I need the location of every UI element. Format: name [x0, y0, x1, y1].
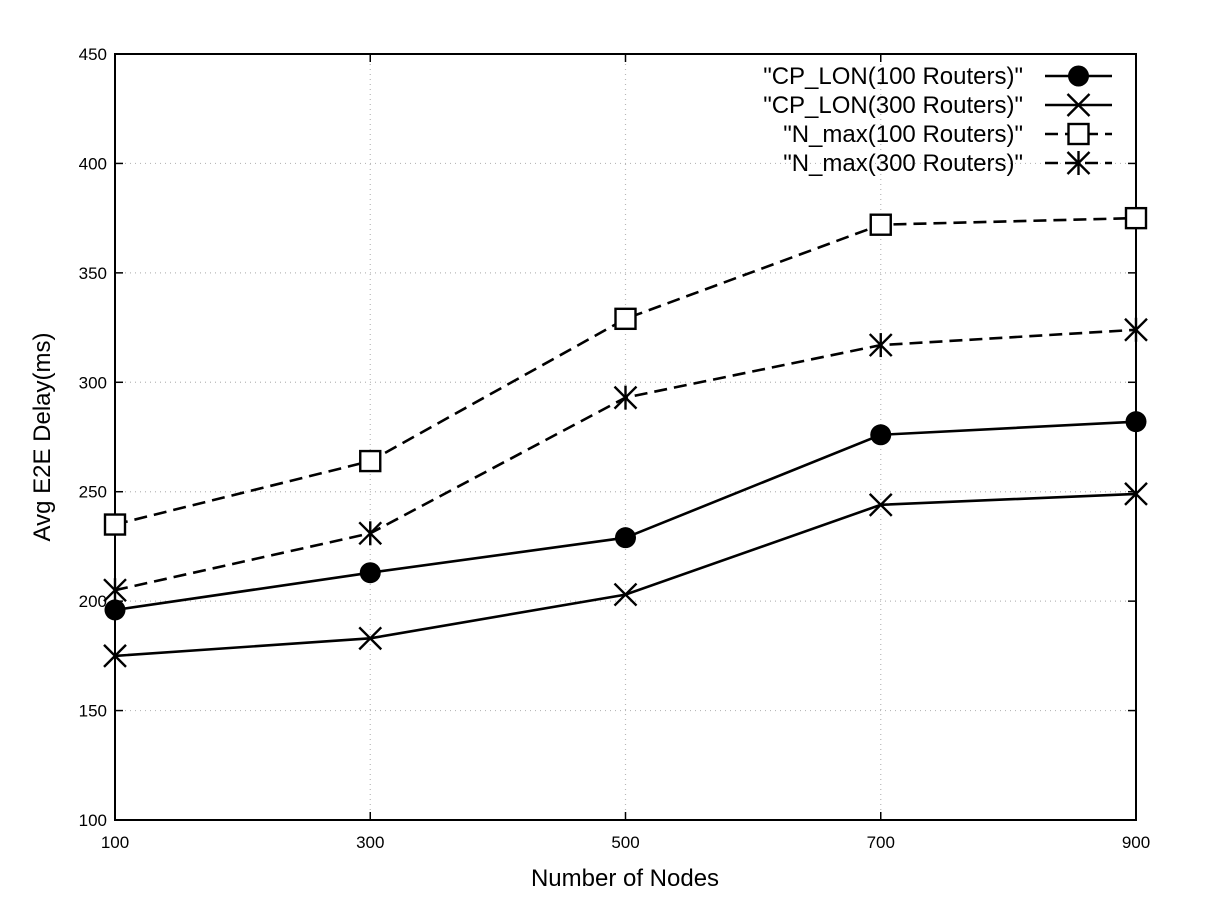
marker-open-square — [614, 307, 637, 331]
marker-filled-circle — [104, 599, 126, 621]
marker-filled-circle — [359, 562, 381, 584]
series-group — [103, 206, 1148, 668]
y-axis-label: Avg E2E Delay(ms) — [29, 333, 56, 542]
marker-asterisk — [358, 521, 383, 546]
grid-lines — [115, 54, 1136, 820]
legend-entry: "CP_LON(300 Routers)" — [763, 92, 1112, 119]
series-2 — [103, 206, 1148, 536]
marker-asterisk — [1066, 151, 1091, 175]
marker-x — [103, 644, 127, 668]
marker-asterisk — [868, 333, 893, 358]
x-tick-label: 900 — [1122, 833, 1150, 852]
marker-x — [358, 626, 383, 651]
axis-ticks: 100 150 200 250 300 350 400 450 100 300 500 700 900 — [79, 45, 1151, 852]
legend-label: "CP_LON(300 Routers)" — [763, 92, 1023, 119]
y-tick-label: 100 — [79, 811, 107, 830]
x-axis-label: Number of Nodes — [531, 865, 719, 892]
marker-asterisk — [1124, 317, 1148, 342]
marker-filled-circle — [1068, 65, 1089, 87]
marker-x — [868, 492, 893, 517]
legend-entry: "N_max(100 Routers)" — [783, 121, 1112, 148]
y-tick-label: 300 — [79, 373, 107, 392]
series-1 — [103, 482, 1148, 668]
y-tick-label: 250 — [79, 483, 107, 502]
marker-filled-circle — [1125, 411, 1147, 433]
legend-label: "N_max(300 Routers)" — [783, 150, 1023, 177]
marker-filled-circle — [870, 424, 892, 446]
x-tick-label: 100 — [101, 833, 129, 852]
marker-open-square — [103, 513, 127, 536]
marker-x — [1124, 482, 1148, 506]
marker-x — [613, 582, 638, 607]
marker-filled-circle — [615, 527, 636, 549]
marker-asterisk — [613, 385, 638, 410]
legend-entry: "N_max(300 Routers)" — [783, 150, 1112, 177]
marker-open-square — [869, 213, 892, 236]
x-tick-label: 700 — [867, 833, 895, 852]
marker-open-square — [1124, 206, 1148, 230]
marker-asterisk — [103, 578, 127, 603]
marker-open-square — [359, 449, 382, 473]
legend-entry: "CP_LON(100 Routers)" — [763, 63, 1112, 90]
y-tick-label: 450 — [79, 45, 107, 64]
y-tick-label: 200 — [79, 592, 107, 611]
series-line — [114, 216, 1137, 526]
legend-label: "CP_LON(100 Routers)" — [763, 63, 1023, 90]
x-tick-label: 500 — [611, 833, 639, 852]
y-tick-label: 350 — [79, 264, 107, 283]
y-tick-label: 400 — [79, 154, 107, 173]
marker-x — [1066, 93, 1091, 117]
marker-open-square — [1067, 122, 1090, 146]
x-tick-label: 300 — [356, 833, 384, 852]
y-tick-label: 150 — [79, 702, 107, 721]
legend: "CP_LON(100 Routers)""CP_LON(300 Routers… — [763, 63, 1112, 177]
series-3 — [103, 317, 1148, 603]
legend-label: "N_max(100 Routers)" — [783, 121, 1023, 148]
series-0 — [104, 411, 1147, 621]
